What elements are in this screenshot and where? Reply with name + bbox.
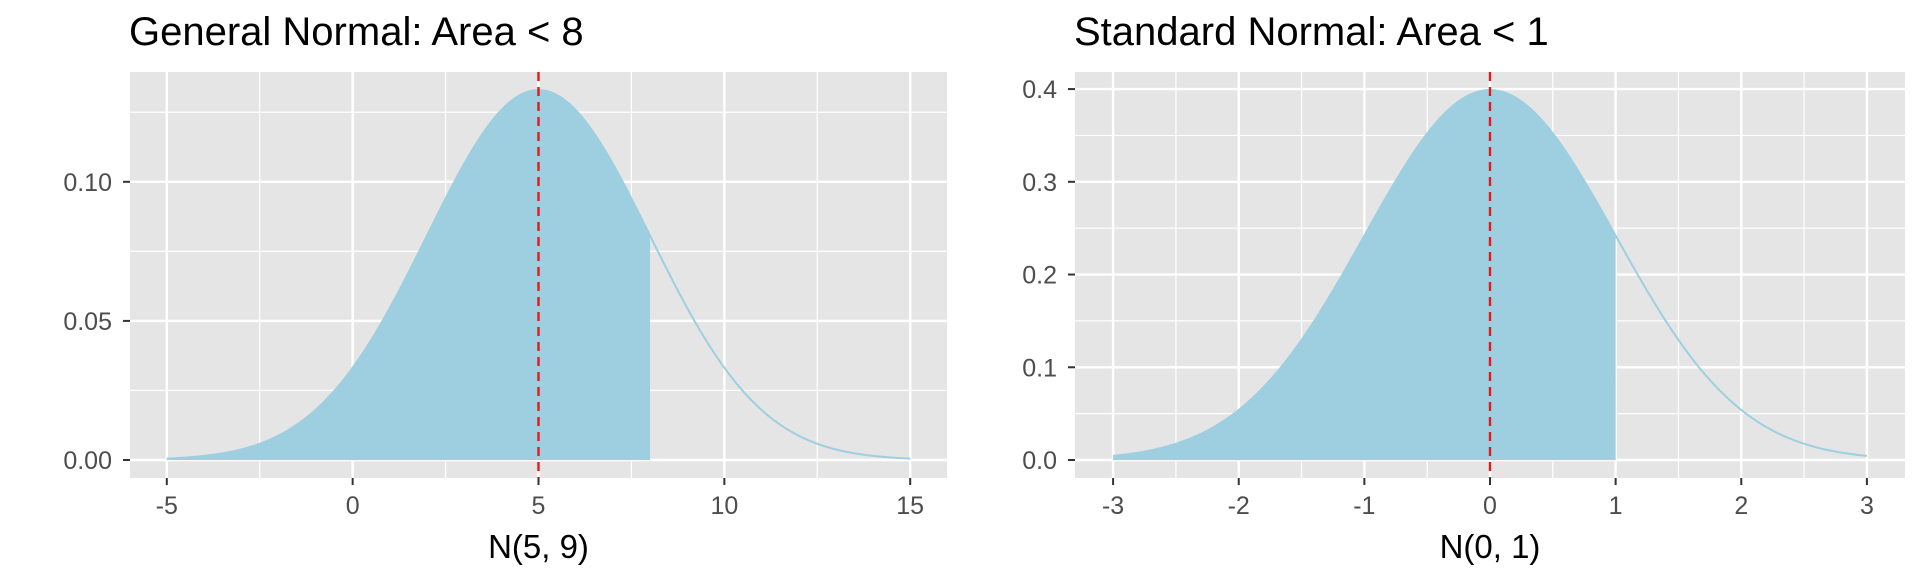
y-tick-label: 0.10 xyxy=(63,169,112,197)
chart-title: Standard Normal: Area < 1 xyxy=(1074,10,1549,54)
chart-panel-2: -3 -2 -1 0 1 2 3 0.0 0.1 0.2 0.3 0.4 Standard Normal… xyxy=(1022,10,1905,565)
y-tick-label: 0.3 xyxy=(1022,169,1057,197)
x-tick-label: 0 xyxy=(1483,492,1497,520)
x-tick-label: 2 xyxy=(1734,492,1748,520)
x-tick-label: -5 xyxy=(156,492,178,520)
x-tick-label: 10 xyxy=(710,492,738,520)
y-tick-label: 0.0 xyxy=(1022,447,1057,475)
y-tick-label: 0.00 xyxy=(63,447,112,475)
x-tick-label: 5 xyxy=(532,492,546,520)
x-tick-label: 15 xyxy=(896,492,924,520)
chart-title: General Normal: Area < 8 xyxy=(129,10,584,54)
x-tick-label: 0 xyxy=(346,492,360,520)
y-tick-label: 0.05 xyxy=(63,308,112,336)
y-tick-label: 0.4 xyxy=(1022,76,1057,104)
x-axis-label: N(5, 9) xyxy=(488,528,589,565)
y-tick-label: 0.1 xyxy=(1022,354,1057,382)
x-axis-label: N(0, 1) xyxy=(1440,528,1541,565)
x-tick-label: -2 xyxy=(1228,492,1250,520)
x-tick-label: 3 xyxy=(1860,492,1874,520)
chart-panel-1: -5 0 5 10 15 0.00 0.05 0.10 General Normal: Area… xyxy=(63,10,947,565)
x-tick-label: -1 xyxy=(1353,492,1375,520)
shaded-area xyxy=(166,90,651,460)
y-tick-label: 0.2 xyxy=(1022,262,1057,290)
x-tick-label: 1 xyxy=(1609,492,1623,520)
x-tick-label: -3 xyxy=(1102,492,1124,520)
